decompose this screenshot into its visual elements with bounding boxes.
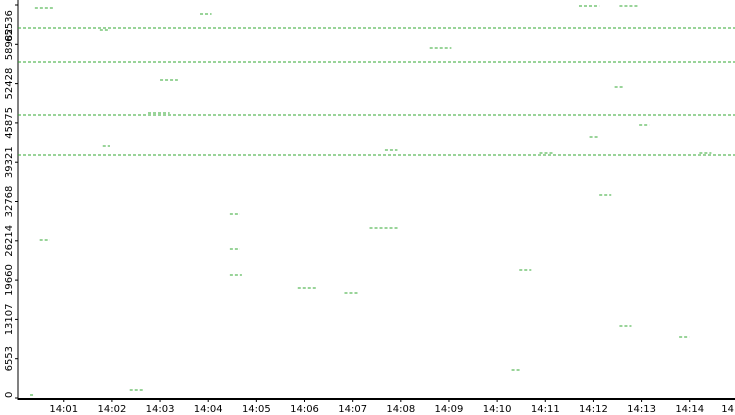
- y-tick-label: 32768: [4, 186, 15, 218]
- x-tick-label: 14: [721, 404, 734, 415]
- x-tick-label: 14:02: [97, 404, 126, 415]
- y-tick-label: 0: [4, 392, 15, 398]
- x-tick-label: 14:03: [146, 404, 175, 415]
- x-tick-label: 14:12: [579, 404, 608, 415]
- x-tick-label: 14:10: [483, 404, 512, 415]
- x-tick-label: 14:05: [242, 404, 271, 415]
- y-tick-label: 58982: [4, 28, 15, 60]
- y-tick-label: 39321: [4, 146, 15, 178]
- y-tick-label: 19660: [4, 264, 15, 296]
- x-tick-label: 14:04: [194, 404, 223, 415]
- y-tick-label: 52428: [4, 68, 15, 100]
- y-tick-label: 6553: [4, 346, 15, 371]
- x-tick-label: 14:07: [338, 404, 367, 415]
- x-tick-label: 14:08: [386, 404, 415, 415]
- x-tick-label: 14:06: [290, 404, 319, 415]
- y-tick-label: 26214: [4, 225, 15, 257]
- x-tick-label: 14:01: [49, 404, 78, 415]
- y-tick-label: 45875: [4, 107, 15, 139]
- x-tick-label: 14:14: [675, 404, 704, 415]
- x-tick-label: 14:13: [627, 404, 656, 415]
- y-tick-label: 65536: [4, 10, 15, 42]
- x-tick-label: 14:11: [531, 404, 560, 415]
- y-tick-label: 13107: [4, 303, 15, 335]
- x-tick-label: 14:09: [435, 404, 464, 415]
